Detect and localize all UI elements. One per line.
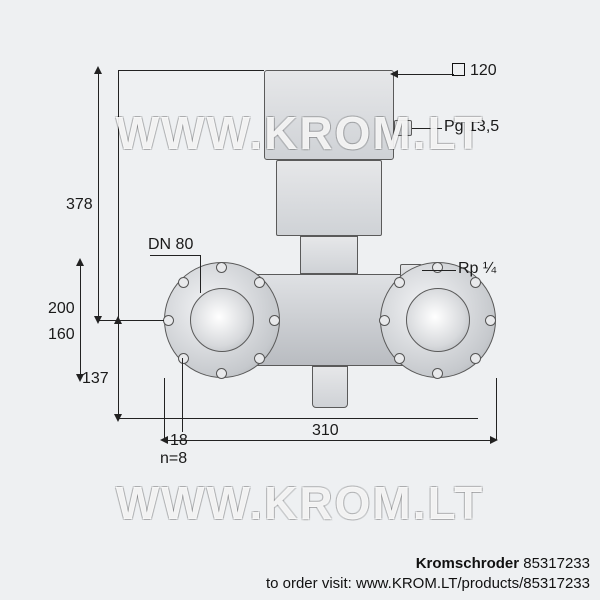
neck bbox=[300, 236, 358, 274]
label-120: 120 bbox=[452, 62, 497, 80]
label-dn80: DN 80 bbox=[148, 236, 193, 254]
right-flange-inner bbox=[406, 288, 470, 352]
label-d200: 200 bbox=[48, 300, 75, 318]
label-137: 137 bbox=[82, 370, 109, 388]
valve-drawing bbox=[0, 0, 600, 600]
order-url[interactable]: www.KROM.LT/products/85317233 bbox=[356, 575, 590, 592]
product-code: 85317233 bbox=[523, 555, 590, 572]
label-rp14: Rp ¼ bbox=[458, 260, 496, 278]
cable-gland bbox=[394, 120, 412, 136]
label-310: 310 bbox=[312, 422, 339, 440]
intermediate-housing bbox=[276, 160, 382, 236]
label-n8: n=8 bbox=[160, 450, 187, 468]
label-pg: Pg 13,5 bbox=[444, 118, 499, 136]
footer: Kromschroder 85317233 to order visit: ww… bbox=[266, 554, 590, 595]
brand-name: Kromschroder bbox=[416, 555, 519, 572]
label-d160: 160 bbox=[48, 326, 75, 344]
order-prefix: to order visit: bbox=[266, 575, 356, 592]
actuator-housing bbox=[264, 70, 394, 160]
lower-stub bbox=[312, 366, 348, 408]
left-flange-inner bbox=[190, 288, 254, 352]
square-symbol-icon bbox=[452, 63, 465, 76]
label-18: 18 bbox=[170, 432, 188, 450]
diagram-stage: WWW.KROM.LT WWW.KROM.LT bbox=[0, 0, 600, 600]
label-378: 378 bbox=[66, 196, 93, 214]
